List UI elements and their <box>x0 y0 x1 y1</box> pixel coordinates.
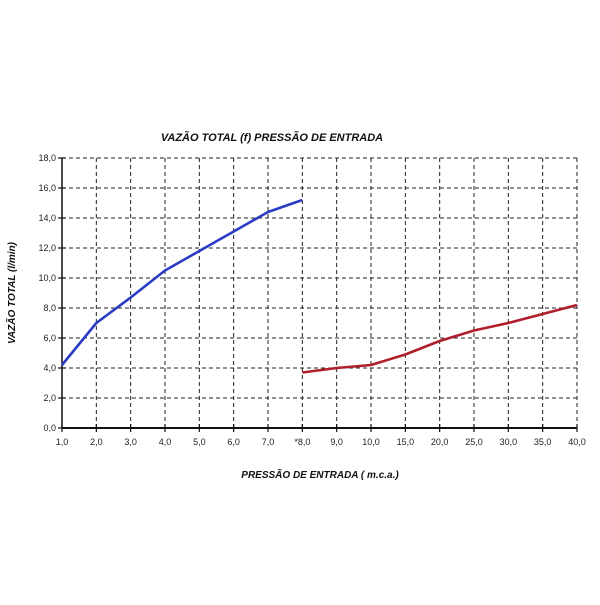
x-tick-label: 35,0 <box>534 437 552 447</box>
y-tick-label: 10,0 <box>38 273 56 283</box>
x-tick-label: 4,0 <box>159 437 172 447</box>
x-axis-label: PRESSÃO DE ENTRADA ( m.c.a.) <box>241 468 399 481</box>
y-axis-label: VAZÃO TOTAL (l/min) <box>5 241 18 344</box>
x-tick-label: 20,0 <box>431 437 449 447</box>
y-tick-label: 16,0 <box>38 183 56 193</box>
y-tick-label: 8,0 <box>43 303 56 313</box>
x-tick-label: 6,0 <box>227 437 240 447</box>
x-tick-label: 7,0 <box>262 437 275 447</box>
series-line-1 <box>62 200 302 365</box>
x-tick-label: *8,0 <box>294 437 310 447</box>
x-tick-label: 40,0 <box>568 437 586 447</box>
y-tick-label: 14,0 <box>38 213 56 223</box>
x-tick-label: 2,0 <box>90 437 103 447</box>
x-tick-label: 30,0 <box>500 437 518 447</box>
y-tick-label: 4,0 <box>43 363 56 373</box>
y-tick-label: 2,0 <box>43 393 56 403</box>
chart-title: VAZÃO TOTAL (f) PRESSÃO DE ENTRADA <box>161 131 383 144</box>
y-tick-label: 0,0 <box>43 423 56 433</box>
x-tick-label: 1,0 <box>56 437 69 447</box>
x-tick-label: 15,0 <box>397 437 415 447</box>
y-tick-label: 12,0 <box>38 243 56 253</box>
x-tick-label: 3,0 <box>124 437 137 447</box>
x-tick-label: 9,0 <box>330 437 343 447</box>
x-tick-label: 10,0 <box>362 437 380 447</box>
y-tick-label: 6,0 <box>43 333 56 343</box>
x-tick-label: 5,0 <box>193 437 206 447</box>
y-tick-label: 18,0 <box>38 153 56 163</box>
x-tick-label: 25,0 <box>465 437 483 447</box>
